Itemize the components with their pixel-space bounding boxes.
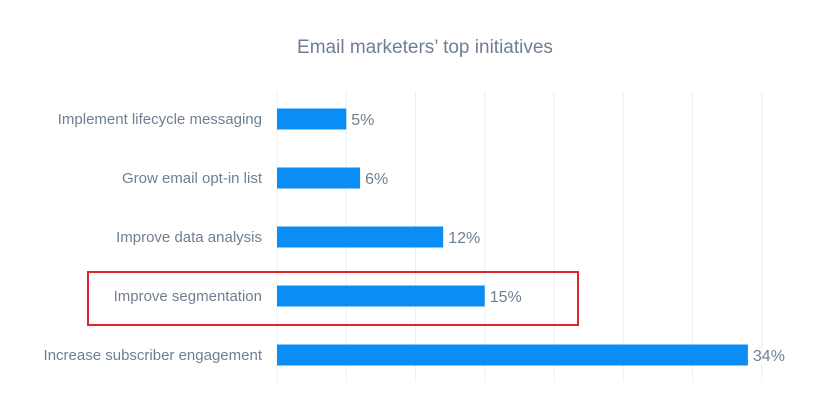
bar <box>277 226 444 248</box>
bar <box>277 285 485 307</box>
category-labels: Implement lifecycle messaging Grow email … <box>44 111 263 364</box>
category-label: Increase subscriber engagement <box>44 347 263 364</box>
bar <box>277 167 361 189</box>
bar <box>277 344 748 366</box>
value-label: 15% <box>490 289 522 306</box>
category-label: Improve data analysis <box>116 229 262 246</box>
category-label: Improve segmentation <box>114 288 262 305</box>
value-labels: 5% 6% 12% 15% 34% <box>351 112 785 365</box>
bars <box>277 108 748 366</box>
highlight-layer <box>87 271 579 326</box>
bar <box>277 108 347 130</box>
chart-title: Email marketers’ top initiatives <box>297 37 553 58</box>
value-label: 5% <box>351 112 374 129</box>
highlight-box <box>87 271 579 326</box>
value-label: 6% <box>365 171 388 188</box>
category-label: Grow email opt-in list <box>122 170 263 187</box>
category-label: Implement lifecycle messaging <box>58 111 262 128</box>
value-label: 12% <box>448 230 480 247</box>
value-label: 34% <box>753 348 785 365</box>
